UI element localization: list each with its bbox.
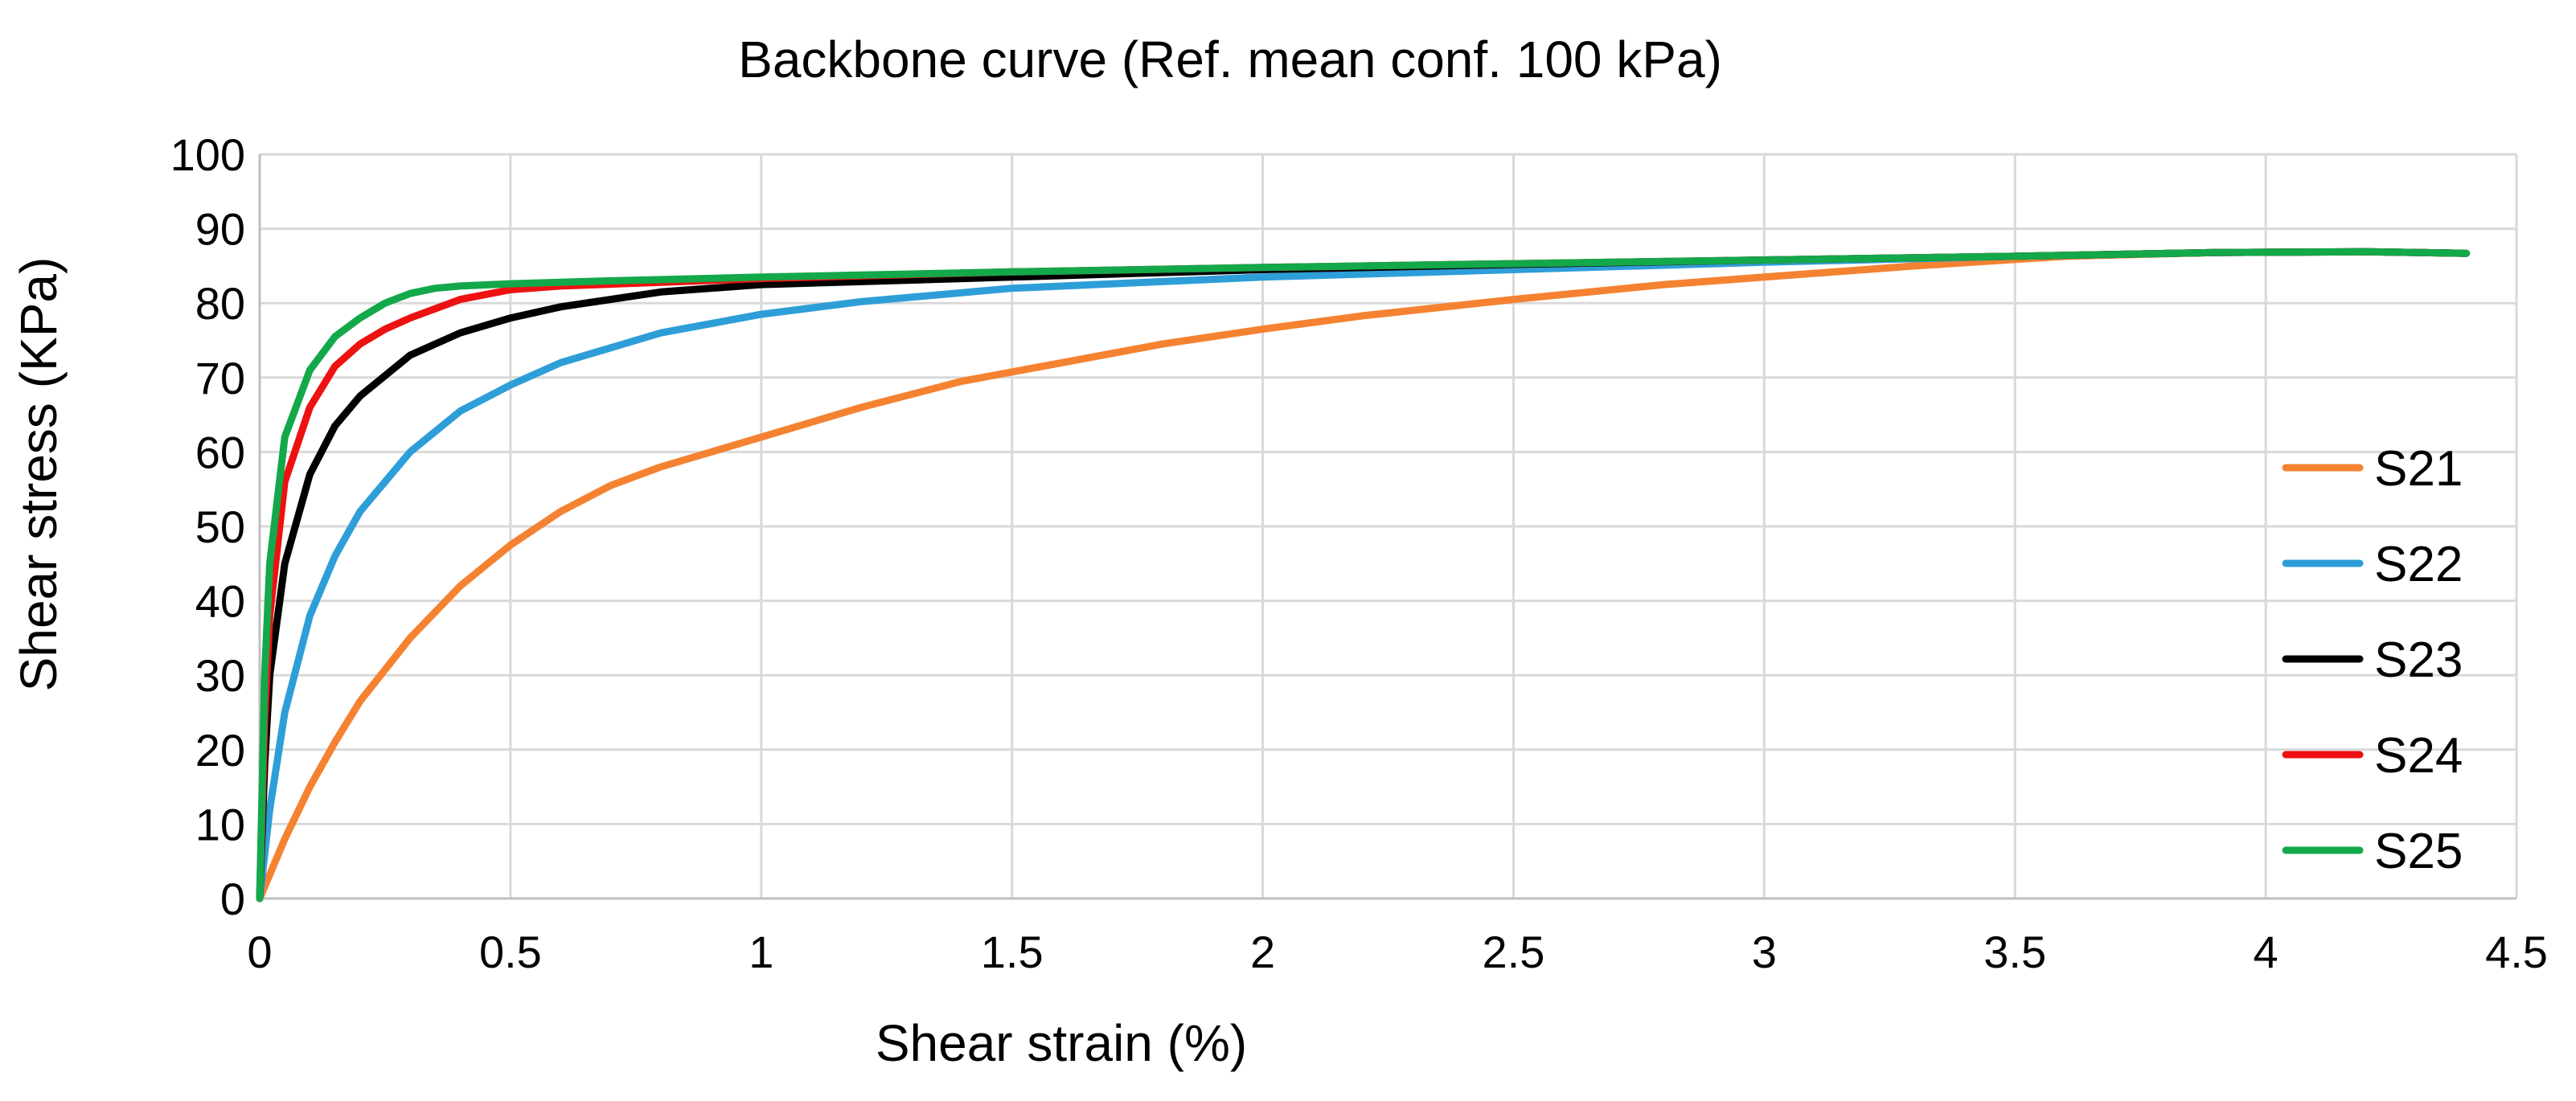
legend-label-s22: S22	[2374, 537, 2463, 592]
x-tick-label: 4	[2254, 927, 2279, 977]
y-axis-title: Shear stress (KPa)	[10, 257, 68, 692]
series-line-s23	[256, 248, 2471, 902]
y-tick-label: 30	[195, 650, 245, 701]
x-axis-ticks: 0 0.5 1 1.5 2 2.5 3 3.5 4 4.5	[247, 927, 2548, 977]
x-tick-label: 2.5	[1483, 927, 1545, 977]
chart-title: Backbone curve (Ref. mean conf. 100 kPa)	[738, 31, 1722, 88]
y-tick-label: 100	[170, 129, 245, 180]
x-tick-label: 3.5	[1983, 927, 2046, 977]
y-tick-label: 70	[195, 353, 245, 403]
x-axis-title: Shear strain (%)	[876, 1014, 1247, 1072]
x-tick-label: 0.5	[479, 927, 542, 977]
y-axis-ticks: 0 10 20 30 40 50 60 70 80 90 100	[170, 129, 245, 924]
legend: S21 S22 S23 S24 S25	[2282, 441, 2463, 879]
legend-label-s25: S25	[2374, 824, 2463, 879]
y-tick-label: 10	[195, 799, 245, 849]
x-tick-label: 0	[247, 927, 272, 977]
series-line-s21	[256, 248, 2471, 902]
series-line-s25	[256, 248, 2471, 902]
legend-label-s23: S23	[2374, 632, 2463, 688]
series-lines	[256, 248, 2471, 902]
y-tick-label: 20	[195, 725, 245, 776]
y-tick-label: 40	[195, 576, 245, 627]
y-tick-label: 90	[195, 204, 245, 255]
legend-label-s21: S21	[2374, 441, 2463, 497]
y-tick-label: 50	[195, 501, 245, 552]
legend-label-s24: S24	[2374, 728, 2463, 784]
y-tick-label: 0	[220, 874, 245, 924]
x-tick-label: 3	[1752, 927, 1777, 977]
series-line-s22	[256, 248, 2471, 902]
series-line-s24	[256, 248, 2471, 902]
x-tick-label: 1	[749, 927, 773, 977]
x-tick-label: 4.5	[2485, 927, 2548, 977]
x-tick-label: 1.5	[981, 927, 1044, 977]
y-tick-label: 80	[195, 278, 245, 329]
y-tick-label: 60	[195, 427, 245, 477]
x-tick-label: 2	[1250, 927, 1275, 977]
